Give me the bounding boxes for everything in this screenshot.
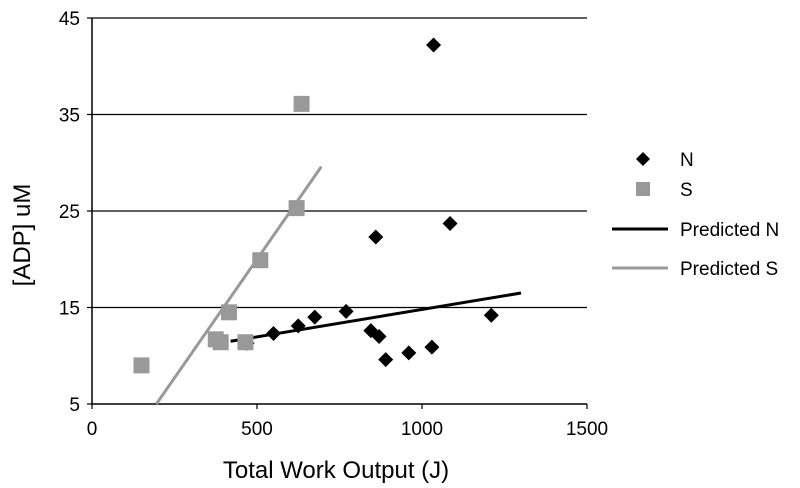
point-n-6 xyxy=(368,229,384,245)
tick-labels: 5 15 25 35 45 0 500 1000 1500 xyxy=(59,9,608,440)
point-n-7 xyxy=(371,328,387,344)
point-n-4 xyxy=(338,303,354,319)
x-axis-title: Total Work Output (J) xyxy=(223,457,449,484)
gridlines xyxy=(92,17,587,309)
y-tick-label-1: 15 xyxy=(59,299,80,320)
legend-item-predicted-n: Predicted N xyxy=(612,220,779,241)
point-s-4 xyxy=(237,334,254,351)
legend-label-n: N xyxy=(680,150,694,171)
point-s-0 xyxy=(133,357,150,374)
point-n-8 xyxy=(378,352,394,368)
y-tick-label-2: 25 xyxy=(59,202,80,223)
point-n-9 xyxy=(401,345,417,361)
legend-item-n: N xyxy=(636,150,694,171)
point-n-10 xyxy=(424,339,440,355)
x-tick-label-1: 500 xyxy=(241,419,273,440)
x-tick-label-2: 1000 xyxy=(401,419,443,440)
point-n-2 xyxy=(290,318,306,334)
x-tick-label-0: 0 xyxy=(87,419,98,440)
legend: NS Predicted N Predicted S xyxy=(612,150,779,280)
legend-marker-s xyxy=(636,182,650,196)
data-series xyxy=(133,37,522,405)
point-n-1 xyxy=(266,326,281,342)
point-n-3 xyxy=(307,309,323,325)
legend-marker-n xyxy=(636,152,650,166)
legend-label-predicted-n: Predicted N xyxy=(680,220,779,241)
point-s-5 xyxy=(252,252,269,269)
point-n-11 xyxy=(426,37,442,53)
point-s-7 xyxy=(293,95,310,112)
point-s-3 xyxy=(220,304,237,321)
point-n-13 xyxy=(483,307,499,323)
legend-label-s: S xyxy=(680,180,693,201)
legend-label-predicted-s: Predicted S xyxy=(680,259,778,280)
point-s-2 xyxy=(212,334,229,351)
y-axis-title: [ADP] uM xyxy=(9,184,36,287)
point-n-12 xyxy=(442,216,458,232)
y-tick-label-4: 45 xyxy=(59,9,80,30)
point-s-6 xyxy=(288,200,305,217)
y-tick-label-3: 35 xyxy=(59,106,80,127)
legend-item-predicted-s: Predicted S xyxy=(612,259,778,280)
legend-item-s: S xyxy=(636,180,693,201)
x-tick-label-3: 1500 xyxy=(566,419,608,440)
y-tick-label-0: 5 xyxy=(69,395,80,416)
